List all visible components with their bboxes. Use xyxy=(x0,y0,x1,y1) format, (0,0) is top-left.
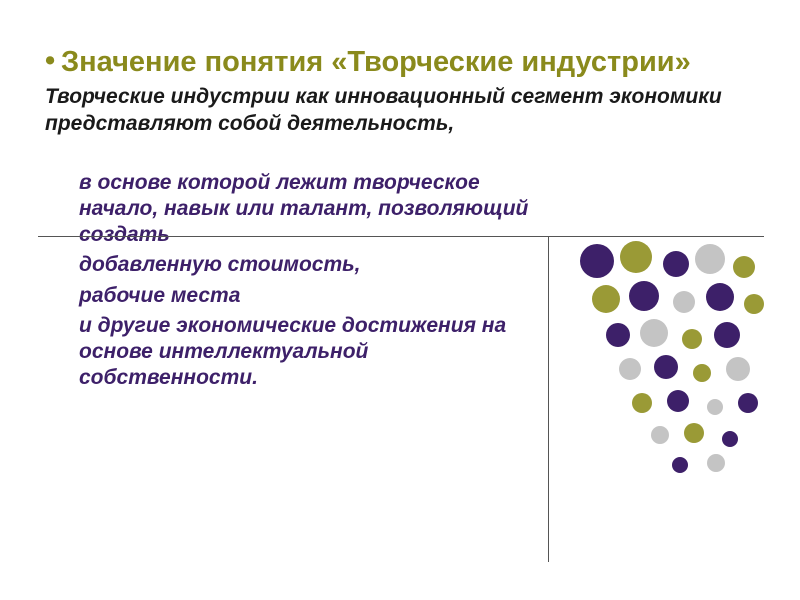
title-line: • Значение понятия «Творческие индустрии… xyxy=(45,45,750,80)
header-block: • Значение понятия «Творческие индустрии… xyxy=(45,45,750,138)
dot-icon xyxy=(706,283,734,311)
slide-title: Значение понятия «Творческие индустрии» xyxy=(61,45,750,80)
dot-icon xyxy=(672,457,688,473)
slide: • Значение понятия «Творческие индустрии… xyxy=(0,0,800,600)
body-paragraph-3: рабочие места xyxy=(79,283,530,309)
dot-icon xyxy=(632,393,652,413)
dot-icon xyxy=(714,322,740,348)
dot-icon xyxy=(667,390,689,412)
vertical-divider xyxy=(548,236,549,562)
dot-icon xyxy=(693,364,711,382)
dot-icon xyxy=(619,358,641,380)
dot-icon xyxy=(733,256,755,278)
body-paragraph-2: добавленную стоимость, xyxy=(79,252,530,278)
dot-icon xyxy=(695,244,725,274)
dot-icon xyxy=(640,319,668,347)
dot-icon xyxy=(620,241,652,273)
bullet-icon: • xyxy=(45,47,55,76)
body-paragraph-4: и другие экономические достижения на осн… xyxy=(79,313,530,392)
dot-icon xyxy=(738,393,758,413)
dot-icon xyxy=(744,294,764,314)
dot-icon xyxy=(663,251,689,277)
dot-icon xyxy=(629,281,659,311)
slide-subtitle: Творческие индустрии как инновационный с… xyxy=(45,84,750,138)
dot-icon xyxy=(580,244,614,278)
dot-icon xyxy=(592,285,620,313)
dot-icon xyxy=(673,291,695,313)
dot-icon xyxy=(707,399,723,415)
dot-icon xyxy=(606,323,630,347)
dot-icon xyxy=(707,454,725,472)
dot-icon xyxy=(654,355,678,379)
horizontal-divider xyxy=(38,236,764,237)
dot-icon xyxy=(651,426,669,444)
dot-icon xyxy=(722,431,738,447)
decorative-dots xyxy=(572,253,772,483)
dot-icon xyxy=(684,423,704,443)
dot-icon xyxy=(682,329,702,349)
dot-icon xyxy=(726,357,750,381)
